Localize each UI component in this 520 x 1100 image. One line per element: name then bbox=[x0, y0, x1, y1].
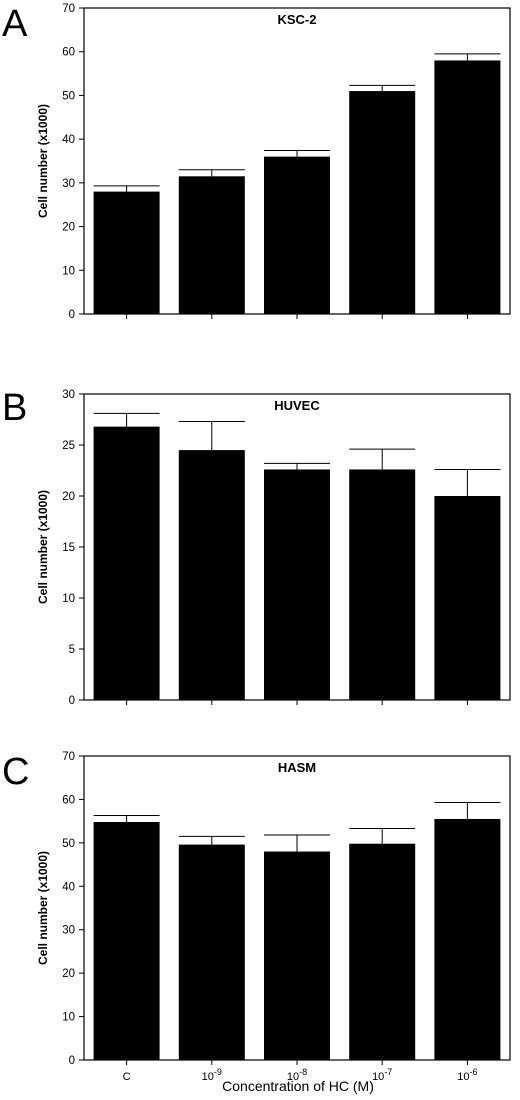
bar-a-10-6 bbox=[434, 60, 501, 315]
bar-c-10-6 bbox=[434, 818, 501, 1060]
chart-title-b: HUVEC bbox=[274, 398, 320, 413]
y-tick-label-a-60: 60 bbox=[62, 47, 75, 59]
category-label-c-10-8: 10-8 bbox=[287, 1067, 307, 1083]
bar-b-10-8 bbox=[264, 469, 330, 700]
y-tick-label-b-10: 10 bbox=[62, 593, 75, 605]
bar-a-10-9 bbox=[178, 176, 245, 314]
y-tick-label-c-30: 30 bbox=[62, 925, 75, 937]
chart-title-a: KSC-2 bbox=[277, 12, 316, 27]
y-tick-label-b-30: 30 bbox=[62, 389, 75, 401]
bar-c-10-7 bbox=[349, 843, 416, 1060]
bar-b-10-9 bbox=[178, 450, 245, 700]
y-tick-label-c-0: 0 bbox=[69, 1055, 75, 1067]
y-tick-label-a-20: 20 bbox=[62, 222, 75, 234]
y-tick-label-a-50: 50 bbox=[62, 90, 75, 102]
y-tick-label-b-0: 0 bbox=[69, 695, 75, 707]
chart-panel-c: C HASM 0 10 20 30 40 50 60 70 Cell number (x1000) C… bbox=[2, 751, 511, 1083]
y-tick-label-a-40: 40 bbox=[62, 134, 75, 146]
y-tick-label-b-20: 20 bbox=[62, 491, 75, 503]
chart-panel-b: B HUVEC 0 5 10 15 20 25 30 Cell number (x1000) bbox=[2, 387, 511, 707]
bar-a-10-8 bbox=[264, 156, 330, 314]
chart-title-c: HASM bbox=[278, 760, 316, 775]
y-tick-label-c-40: 40 bbox=[62, 881, 75, 893]
chart-panel-a: A KSC-2 0 10 20 30 40 50 60 70 Cell number (x1000) bbox=[2, 3, 511, 321]
y-axis-label-b: Cell number (x1000) bbox=[36, 490, 50, 604]
y-tick-label-c-20: 20 bbox=[62, 968, 75, 980]
y-tick-label-a-10: 10 bbox=[62, 265, 75, 277]
bar-b-10-6 bbox=[434, 496, 501, 700]
panel-letter-a: A bbox=[2, 3, 28, 45]
y-axis-label-a: Cell number (x1000) bbox=[36, 104, 50, 218]
y-tick-label-b-5: 5 bbox=[69, 644, 75, 656]
category-label-c-10-6: 10-6 bbox=[457, 1067, 477, 1083]
bar-c-10-8 bbox=[264, 851, 330, 1060]
y-tick-label-b-15: 15 bbox=[62, 542, 75, 554]
y-tick-label-a-30: 30 bbox=[62, 178, 75, 190]
y-tick-label-c-60: 60 bbox=[62, 794, 75, 806]
category-label-c-10-7: 10-7 bbox=[372, 1067, 392, 1083]
category-label-c-c: C bbox=[123, 1071, 131, 1083]
y-tick-label-b-25: 25 bbox=[62, 440, 75, 452]
bar-c-10-9 bbox=[178, 844, 245, 1060]
y-tick-label-a-0: 0 bbox=[69, 309, 75, 321]
panel-letter-b: B bbox=[2, 387, 27, 429]
bar-b-c bbox=[93, 426, 160, 700]
panel-letter-c: C bbox=[2, 751, 29, 793]
y-tick-label-c-10: 10 bbox=[62, 1012, 75, 1024]
figure-xlabel: Concentration of HC (M) bbox=[222, 1078, 374, 1094]
y-axis-label-c: Cell number (x1000) bbox=[36, 851, 50, 965]
bar-a-10-7 bbox=[349, 91, 416, 314]
bar-b-10-7 bbox=[349, 469, 416, 700]
category-label-c-10-9: 10-9 bbox=[202, 1067, 222, 1083]
bar-a-c bbox=[93, 191, 160, 314]
y-tick-label-a-70: 70 bbox=[62, 3, 75, 15]
bar-c-c bbox=[93, 822, 160, 1060]
y-tick-label-c-50: 50 bbox=[62, 838, 75, 850]
y-tick-label-c-70: 70 bbox=[62, 751, 75, 763]
